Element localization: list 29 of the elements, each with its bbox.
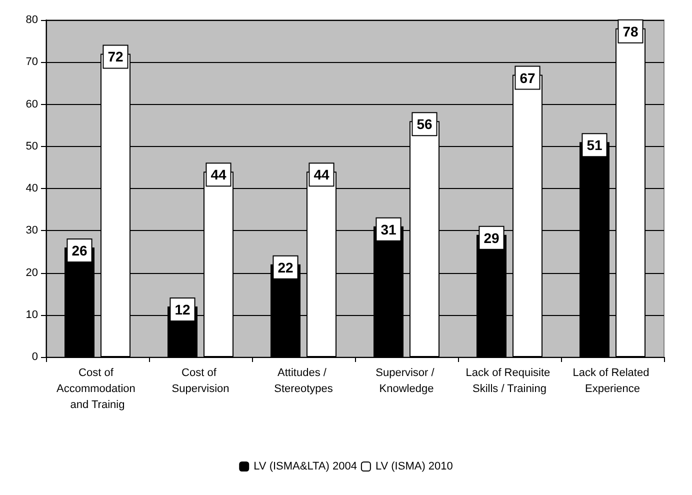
- data-label: 67: [520, 70, 536, 86]
- x-tick-label: Cost of Accommodation and Trainig: [56, 367, 138, 411]
- y-tick-label: 50: [26, 140, 38, 152]
- data-label: 44: [210, 166, 226, 183]
- data-label: 44: [314, 166, 330, 183]
- data-label: 78: [622, 23, 638, 40]
- legend-label: LV (ISMA&LTA) 2004: [254, 460, 357, 472]
- x-tick-label: Lack of Requisite Skills / Training: [466, 367, 554, 395]
- y-tick-label: 80: [26, 14, 38, 26]
- data-label: 72: [108, 48, 124, 65]
- y-tick-label: 40: [26, 182, 38, 194]
- y-tick-label: 70: [26, 56, 38, 68]
- data-label: 51: [586, 137, 602, 154]
- x-tick-label: Supervisor / Knowledge: [376, 367, 438, 395]
- y-tick-label: 30: [26, 224, 38, 237]
- y-tick-label: 0: [32, 351, 38, 363]
- x-tick-label: Lack of Related Experience: [572, 367, 652, 395]
- y-tick-label: 10: [26, 308, 38, 321]
- data-label: 12: [174, 301, 190, 318]
- legend-label: LV (ISMA) 2010: [375, 460, 453, 472]
- y-tick-label: 60: [26, 98, 38, 110]
- data-label: 29: [484, 230, 500, 246]
- data-label: 22: [278, 259, 294, 276]
- data-label: 26: [72, 242, 88, 258]
- data-label: 31: [380, 221, 396, 238]
- y-tick-label: 20: [26, 266, 38, 279]
- x-tick-label: Cost of Supervision: [172, 367, 230, 395]
- data-label: 56: [416, 116, 432, 132]
- x-tick-label: Attitudes / Stereotypes: [274, 367, 334, 395]
